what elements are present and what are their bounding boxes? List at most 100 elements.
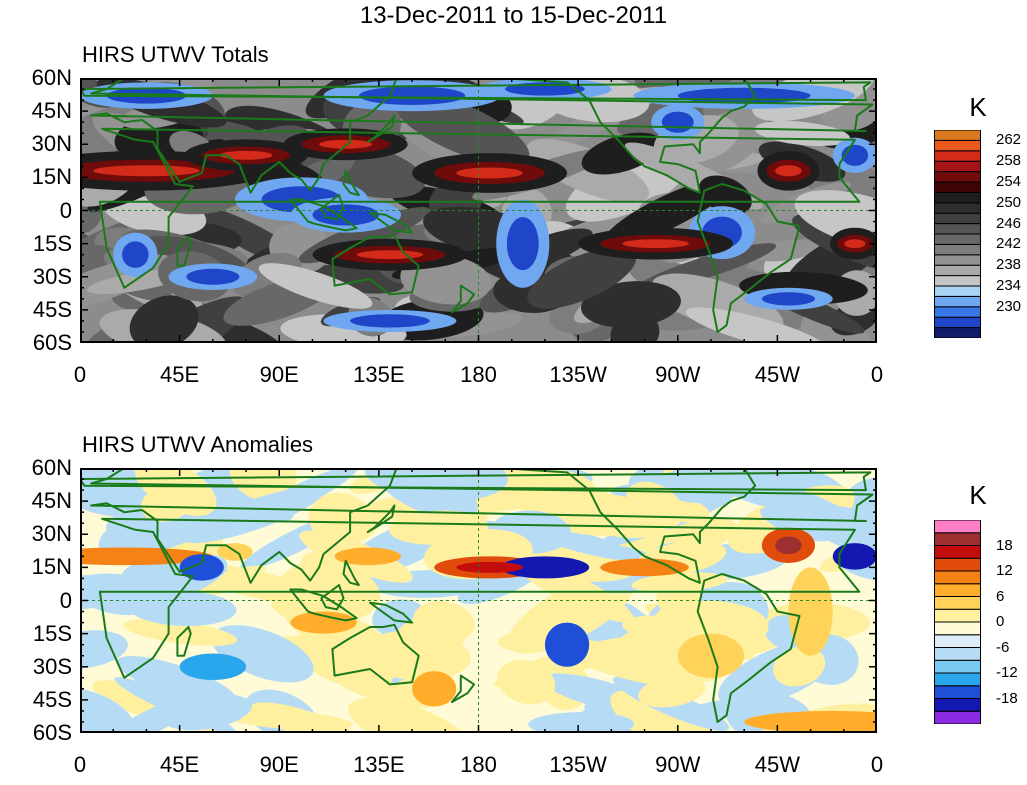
gray-contour-region bbox=[258, 263, 373, 309]
north-america-outline bbox=[499, 468, 757, 584]
dry-core bbox=[456, 167, 523, 179]
main-title: 13-Dec-2011 to 15-Dec-2011 bbox=[359, 2, 668, 29]
colorbar-swatch bbox=[934, 285, 981, 297]
colorbar-label: 254 bbox=[996, 173, 1022, 190]
lat-label: 0 bbox=[59, 587, 72, 613]
lat-label: 30N bbox=[31, 521, 72, 547]
moist-core bbox=[661, 111, 694, 133]
uk-outline bbox=[80, 81, 872, 102]
dry-core bbox=[356, 250, 424, 260]
south-america-outline bbox=[696, 183, 801, 333]
anomaly-contour-region bbox=[116, 655, 238, 707]
colorbar-swatch bbox=[934, 160, 981, 173]
totals-map bbox=[80, 78, 877, 343]
anomaly-contour-region bbox=[497, 659, 556, 705]
colorbar-label: 234 bbox=[996, 277, 1022, 294]
gray-contour-region bbox=[610, 312, 660, 343]
colorbar-swatch bbox=[934, 545, 981, 559]
new-guinea-outline bbox=[369, 601, 414, 624]
anomaly-contour-region bbox=[80, 687, 135, 733]
colorbar-label: 230 bbox=[996, 297, 1022, 315]
moist-core bbox=[350, 314, 430, 328]
anomaly-region bbox=[832, 543, 877, 570]
gray-contour-region bbox=[794, 190, 877, 251]
colorbar-swatch bbox=[934, 596, 981, 610]
anomaly-contour-region bbox=[140, 484, 193, 522]
colorbar-swatch bbox=[934, 698, 981, 712]
colorbar-swatch bbox=[934, 647, 981, 661]
anomaly-contour-region bbox=[528, 712, 635, 733]
colorbar-swatch bbox=[934, 150, 981, 162]
gray-contour-region bbox=[581, 281, 681, 328]
lon-label: 0 bbox=[73, 752, 87, 777]
dry-core bbox=[219, 150, 273, 160]
anomaly-region bbox=[600, 558, 689, 577]
anomalies-map bbox=[80, 468, 877, 733]
lon-label: 135W bbox=[549, 362, 607, 387]
moist-core bbox=[761, 292, 816, 306]
anomaly-contour-region bbox=[229, 468, 297, 502]
anomaly-region bbox=[544, 622, 590, 667]
borneo-outline bbox=[320, 194, 345, 221]
colorbar-swatch bbox=[934, 191, 981, 204]
totals-legend-unit: K bbox=[969, 92, 987, 122]
anomaly-region bbox=[334, 547, 402, 566]
colorbar-label: -18 bbox=[996, 689, 1018, 707]
colorbar-swatch bbox=[934, 233, 981, 245]
anomaly-region bbox=[788, 567, 833, 656]
lat-label: 15N bbox=[31, 554, 72, 580]
lat-label: 30S bbox=[32, 653, 72, 679]
south-america-outline bbox=[696, 573, 801, 723]
lon-label: 45W bbox=[754, 752, 800, 777]
colorbar-label: 246 bbox=[996, 214, 1022, 232]
dry-core bbox=[844, 239, 866, 249]
europe-asia-outline bbox=[90, 468, 874, 584]
indonesia-outline bbox=[289, 588, 358, 622]
africa-outline bbox=[98, 517, 861, 679]
anomalies-legend-unit: K bbox=[969, 480, 987, 510]
colorbar-swatch bbox=[934, 532, 981, 546]
dry-core bbox=[622, 239, 689, 249]
anomaly-core bbox=[456, 561, 523, 573]
lon-label: 90E bbox=[259, 362, 299, 387]
colorbar-label: -12 bbox=[996, 664, 1018, 681]
colorbar-label: -6 bbox=[996, 638, 1010, 656]
colorbar-swatch bbox=[934, 608, 981, 623]
moist-core bbox=[122, 241, 149, 268]
lat-label: 15N bbox=[31, 164, 72, 190]
europe-asia-outline bbox=[90, 78, 874, 194]
anomaly-contour-region bbox=[413, 601, 475, 643]
lon-label: 180 bbox=[460, 752, 497, 777]
colorbar-swatch bbox=[934, 685, 981, 699]
gray-contour-region bbox=[698, 175, 752, 215]
lat-label: 45S bbox=[32, 686, 72, 712]
colorbar-swatch bbox=[934, 275, 981, 287]
lon-label: 45E bbox=[160, 752, 200, 777]
lat-label: 0 bbox=[59, 197, 72, 223]
moist-core bbox=[506, 217, 539, 271]
colorbar-swatch bbox=[934, 316, 981, 329]
colorbar-swatch bbox=[934, 171, 981, 183]
anomaly-region bbox=[500, 556, 590, 579]
colorbar-swatch bbox=[934, 634, 981, 648]
anomaly-contour-region bbox=[358, 630, 471, 681]
japan-outline bbox=[366, 504, 396, 533]
colorbar-label: 18 bbox=[996, 536, 1013, 554]
lon-label: 45W bbox=[754, 362, 800, 387]
colorbar-swatch bbox=[934, 181, 981, 193]
lon-label: 0 bbox=[870, 362, 884, 387]
australia-outline bbox=[331, 623, 420, 686]
lon-label: 0 bbox=[870, 752, 884, 777]
philippines-outline bbox=[342, 169, 360, 196]
colorbar-swatch bbox=[934, 243, 981, 256]
anomalies-panel-title: HIRS UTWV Anomalies bbox=[82, 432, 314, 457]
colorbar-swatch bbox=[934, 557, 981, 572]
dry-core bbox=[775, 165, 802, 177]
anomaly-region bbox=[179, 554, 224, 581]
lon-label: 180 bbox=[460, 362, 497, 387]
anomaly-contour-region bbox=[610, 690, 729, 733]
colorbar-swatch bbox=[934, 264, 981, 277]
new-guinea-outline bbox=[369, 211, 414, 234]
new-zealand-outline bbox=[450, 674, 476, 704]
lat-label: 45S bbox=[32, 296, 72, 322]
